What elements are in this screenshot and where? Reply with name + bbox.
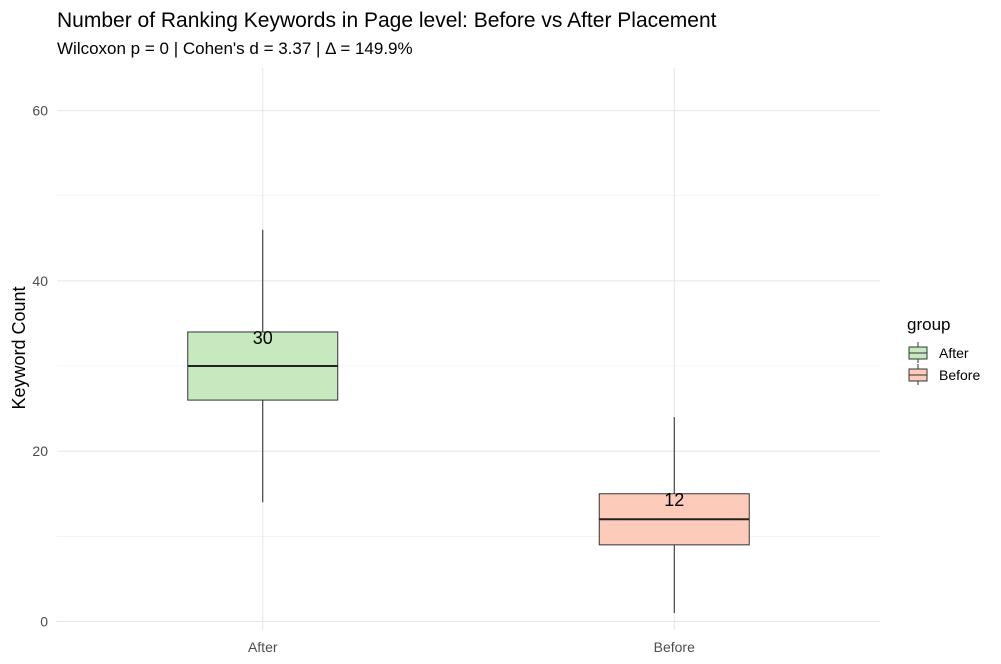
x-axis-ticks: After Before: [248, 639, 695, 655]
x-tick-label: Before: [654, 639, 695, 655]
chart-title: Number of Ranking Keywords in Page level…: [57, 9, 717, 32]
y-tick-label: 40: [32, 273, 48, 289]
y-axis-title: Keyword Count: [9, 286, 29, 409]
y-tick-label: 20: [32, 443, 48, 459]
median-value-label: 12: [664, 490, 684, 510]
chart-subtitle: Wilcoxon p = 0 | Cohen's d = 3.37 | Δ = …: [57, 39, 413, 58]
median-value-label: 30: [253, 328, 273, 348]
box-after: 30: [187, 229, 339, 503]
legend-label: After: [939, 345, 969, 361]
boxes: 30 12: [187, 229, 750, 613]
y-tick-label: 60: [32, 103, 48, 119]
y-axis-ticks: 0 20 40 60: [32, 103, 48, 630]
gridlines: [57, 68, 880, 630]
legend-key-before: Before: [908, 364, 980, 385]
legend-key-after: After: [908, 342, 969, 363]
x-tick-label: After: [248, 639, 278, 655]
legend-label: Before: [939, 367, 980, 383]
y-tick-label: 0: [40, 613, 48, 629]
legend-title: group: [907, 315, 950, 334]
box-before: 12: [598, 417, 750, 613]
legend: group After Before: [907, 315, 980, 385]
